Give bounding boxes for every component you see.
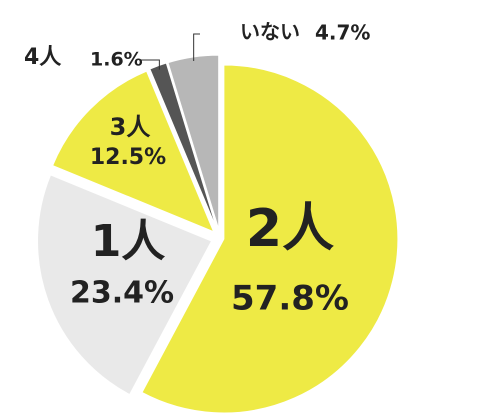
slice-value-label: 4.7% [315,21,370,45]
pie-slice [149,62,218,230]
slice-category: 3人 [110,113,151,141]
slice-category: 2人 [246,199,334,259]
slice-category: いない [240,20,300,44]
slice-value-label: 1.6% [90,49,143,71]
slice-category: 1人 [91,216,166,267]
pie-slice [37,174,213,396]
slice-value-label: 12.5% [90,145,166,170]
slice-value-label: 23.4% [70,276,174,311]
leader-line [140,59,160,70]
pie-slice [141,64,399,414]
slice-value-label: 57.8% [231,279,349,319]
slice-category: 4人 [24,45,61,70]
leader-line [193,33,200,61]
pie-slice [51,70,215,233]
pie-slice [167,54,220,230]
